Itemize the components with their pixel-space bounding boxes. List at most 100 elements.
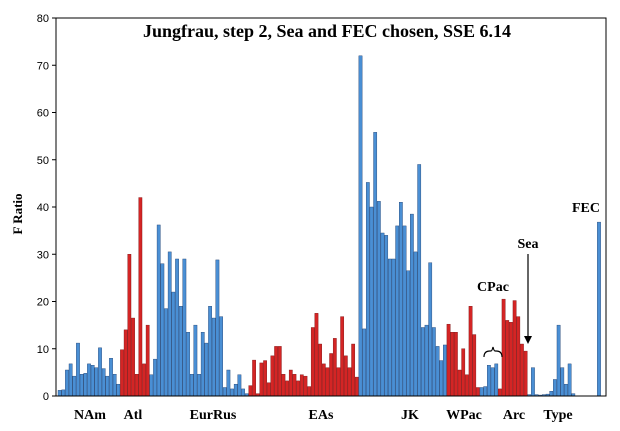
bar (76, 342, 80, 397)
bar (531, 367, 535, 397)
bar (454, 332, 458, 397)
bar (259, 362, 264, 397)
bar (299, 374, 304, 397)
bar (597, 221, 601, 397)
bar (347, 367, 352, 397)
cpac-brace (483, 346, 503, 358)
y-tick-label: 50 (37, 155, 49, 167)
bar (105, 375, 110, 397)
bar (421, 327, 425, 397)
bar (498, 388, 502, 397)
bar (388, 258, 392, 397)
bar (402, 225, 407, 397)
bar (182, 258, 187, 397)
bar (171, 291, 176, 397)
bar (68, 363, 73, 397)
bar (512, 300, 517, 397)
bar (303, 375, 308, 397)
bar (325, 367, 330, 397)
annotations: Sea FEC (518, 201, 600, 344)
bar (310, 327, 315, 397)
bar (197, 374, 201, 397)
bar (274, 346, 278, 397)
bar (428, 262, 433, 397)
bar (472, 334, 477, 397)
bar (178, 306, 183, 397)
bar (395, 225, 400, 397)
bar (457, 369, 462, 397)
bar (343, 355, 348, 397)
bar (523, 350, 528, 397)
sea-arrow-head (524, 336, 532, 344)
bar (79, 374, 84, 397)
bar (123, 329, 128, 397)
bar (138, 197, 143, 397)
bar (336, 367, 341, 397)
y-tick-label: 10 (37, 344, 49, 356)
bar (222, 387, 227, 397)
bar (494, 363, 499, 397)
bar (219, 316, 223, 397)
bar (380, 232, 385, 397)
group-label-type: Type (543, 408, 572, 423)
y-tick-label: 40 (37, 202, 49, 214)
bar (560, 367, 565, 397)
bar (186, 332, 190, 397)
bar (329, 353, 333, 397)
bar (351, 343, 356, 397)
group-label-nam: NAm (74, 408, 106, 423)
bar (189, 374, 194, 397)
bar (175, 258, 179, 397)
bar (505, 320, 510, 397)
bar (377, 201, 381, 397)
bar (321, 363, 326, 397)
bar (65, 369, 69, 397)
bar (314, 313, 319, 397)
y-axis: 0 10 20 30 40 50 60 70 80 (37, 13, 56, 403)
bar (373, 132, 378, 397)
bar (270, 355, 275, 397)
sea-label: Sea (518, 237, 539, 252)
bar (468, 306, 473, 397)
bar (564, 383, 568, 397)
bar (490, 367, 495, 397)
bars-layer (57, 55, 601, 397)
chart-title: Jungfrau, step 2, Sea and FEC chosen, SS… (143, 21, 511, 41)
bar (384, 235, 389, 397)
bar (516, 316, 521, 397)
bar (399, 202, 403, 397)
bar (204, 342, 209, 397)
bar (483, 386, 488, 397)
bar (520, 343, 524, 397)
group-label-wpac: WPac (446, 408, 482, 423)
bar (149, 374, 154, 397)
y-tick-label: 0 (43, 391, 49, 403)
bar (233, 383, 238, 397)
bar (120, 349, 124, 397)
bar (116, 383, 121, 397)
bar (479, 387, 484, 397)
bar (410, 213, 414, 397)
bar (94, 367, 99, 397)
bar (134, 374, 139, 397)
fec-label: FEC (572, 201, 600, 216)
group-label-eas: EAs (309, 408, 334, 423)
bar (160, 263, 165, 397)
bar (435, 346, 440, 397)
bar (131, 317, 135, 397)
bar (211, 317, 216, 397)
bar (296, 380, 300, 397)
bar (417, 164, 422, 397)
bar (509, 322, 513, 397)
bar (252, 359, 256, 397)
bar (285, 380, 289, 397)
bar (450, 332, 455, 397)
bar (193, 324, 198, 397)
bar (553, 379, 557, 397)
y-tick-label: 80 (37, 13, 49, 25)
bar (226, 369, 231, 397)
bar (476, 387, 480, 397)
bar (153, 358, 157, 397)
bar (549, 391, 554, 397)
